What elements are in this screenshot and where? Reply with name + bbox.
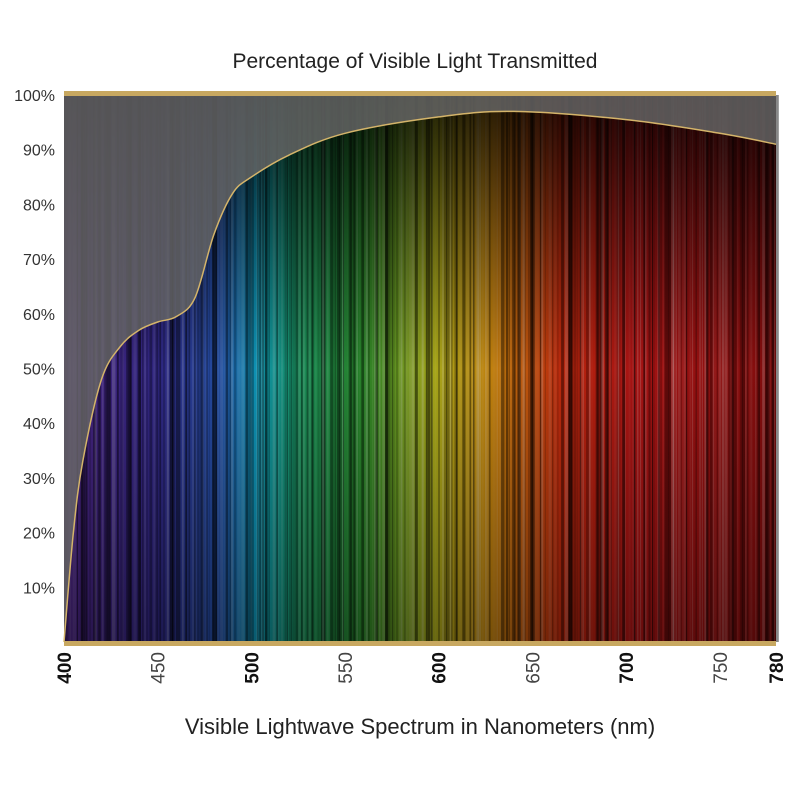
y-tick-label: 70% (23, 252, 55, 269)
y-tick-label: 80% (23, 197, 55, 214)
spectrum-stripe (775, 95, 779, 642)
chart-title: Percentage of Visible Light Transmitted (233, 50, 598, 73)
x-axis: 400 450 500 550 600 650 700 750 780 (55, 652, 788, 684)
x-axis-label: Visible Lightwave Spectrum in Nanometers… (185, 714, 655, 739)
x-tick-label: 400 (55, 652, 76, 684)
y-tick-label: 50% (23, 362, 55, 379)
bottom-frame-bar (64, 641, 776, 646)
x-tick-label: 700 (617, 652, 638, 684)
x-tick-label: 650 (523, 652, 544, 684)
x-tick-label: 780 (767, 652, 788, 684)
x-tick-label: 550 (336, 652, 357, 684)
y-axis: 10% 20% 30% 40% 50% 60% 70% 80% 90% 100% (14, 88, 55, 597)
y-tick-label: 30% (23, 471, 55, 488)
untransmitted-overlay (64, 95, 776, 642)
y-tick-label: 10% (23, 580, 55, 597)
plot-area (63, 91, 779, 646)
transmission-curve (63, 110, 777, 643)
y-tick-label: 40% (23, 416, 55, 433)
x-tick-label: 450 (149, 652, 170, 684)
x-tick-label: 500 (242, 652, 263, 684)
y-tick-label: 100% (14, 88, 55, 105)
y-tick-label: 60% (23, 307, 55, 324)
y-tick-label: 20% (23, 526, 55, 543)
x-tick-label: 600 (430, 652, 451, 684)
top-frame-bar (64, 91, 776, 96)
y-tick-label: 90% (23, 143, 55, 160)
x-tick-label: 750 (711, 652, 732, 684)
